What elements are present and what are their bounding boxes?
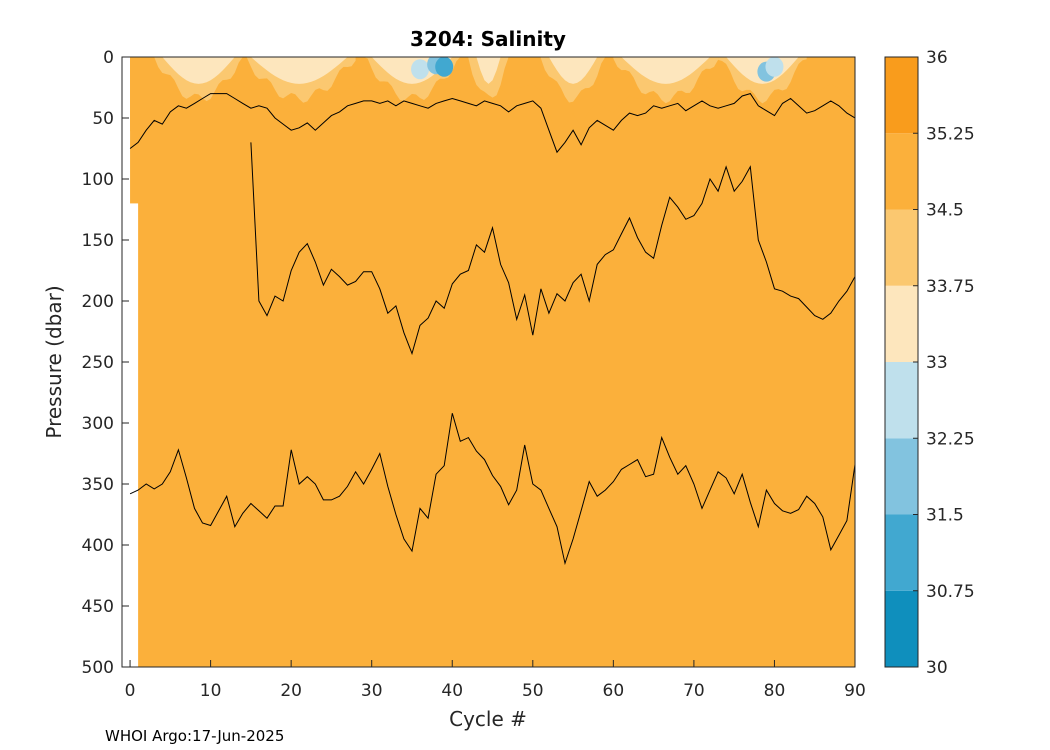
chart-title: 3204: Salinity — [410, 27, 566, 51]
fresh-spot-fill — [435, 57, 454, 77]
x-tick-label: 50 — [522, 681, 544, 701]
y-tick-label: 350 — [82, 475, 114, 495]
x-axis-label: Cycle # — [449, 707, 527, 731]
colorbar-segment — [885, 133, 918, 210]
credit-label: WHOI Argo:17-Jun-2025 — [105, 727, 284, 745]
y-tick-label: 450 — [82, 597, 114, 617]
fresh-spot-fill — [411, 59, 430, 80]
x-axis: 0 10 20 30 40 50 60 70 80 90 — [125, 660, 866, 701]
fresh-lens-fill — [250, 57, 348, 84]
y-tick-label: 400 — [82, 536, 114, 556]
y-tick-label: 100 — [82, 170, 114, 190]
x-tick-label: 70 — [683, 681, 705, 701]
colorbar: 30 30.75 31.5 32.25 33 33.75 34.5 35.25 36 — [884, 48, 975, 678]
colorbar-segment — [885, 57, 918, 134]
colorbar-tick-label: 30.75 — [926, 582, 975, 602]
colorbar-segment — [885, 590, 918, 667]
x-tick-label: 80 — [764, 681, 786, 701]
colorbar-segment — [885, 285, 918, 362]
colorbar-tick-label: 34.5 — [926, 201, 964, 221]
x-tick-label: 20 — [280, 681, 302, 701]
colorbar-tick-label: 32.25 — [926, 429, 975, 449]
colorbar-tick-label: 36 — [926, 48, 948, 68]
x-tick-label: 10 — [200, 681, 222, 701]
colorbar-segment — [885, 209, 918, 286]
contour-line-34-5 — [129, 93, 855, 154]
contour-line-35-25 — [250, 142, 855, 356]
y-axis: 0 50 100 150 200 250 300 350 400 450 500 — [82, 48, 129, 678]
y-tick-label: 50 — [92, 109, 114, 129]
colorbar-segment — [885, 362, 918, 439]
filled-contour-layer — [130, 57, 855, 667]
salinity-band-fill — [138, 57, 855, 667]
contour-line-34-5 — [129, 413, 855, 566]
y-tick-label: 300 — [82, 414, 114, 434]
fresh-lens-fill — [476, 57, 501, 84]
contour-plot-area — [122, 57, 855, 667]
fresh-lens-fill — [621, 57, 711, 84]
y-tick-label: 0 — [103, 48, 114, 68]
x-tick-label: 90 — [844, 681, 866, 701]
x-tick-label: 0 — [125, 681, 136, 701]
fresh-lens-fill — [162, 57, 235, 84]
y-tick-label: 200 — [82, 292, 114, 312]
y-axis-label: Pressure (dbar) — [42, 285, 66, 438]
fresh-lens-fill — [548, 57, 598, 84]
fresh-spot-fill — [765, 57, 784, 77]
colorbar-tick-label: 33.75 — [926, 277, 975, 297]
x-tick-label: 40 — [441, 681, 463, 701]
x-tick-label: 30 — [361, 681, 383, 701]
colorbar-tick-label: 33 — [926, 353, 948, 373]
colorbar-tick-label: 30 — [926, 658, 948, 678]
x-tick-label: 60 — [603, 681, 625, 701]
y-tick-label: 250 — [82, 353, 114, 373]
colorbar-tick-label: 35.25 — [926, 124, 975, 144]
y-tick-label: 500 — [82, 658, 114, 678]
contour-line-layer — [129, 93, 855, 566]
salinity-band-fill — [130, 57, 140, 204]
colorbar-segment — [885, 438, 918, 515]
colorbar-tick-label: 31.5 — [926, 506, 964, 526]
colorbar-segment — [885, 514, 918, 591]
y-tick-label: 150 — [82, 231, 114, 251]
